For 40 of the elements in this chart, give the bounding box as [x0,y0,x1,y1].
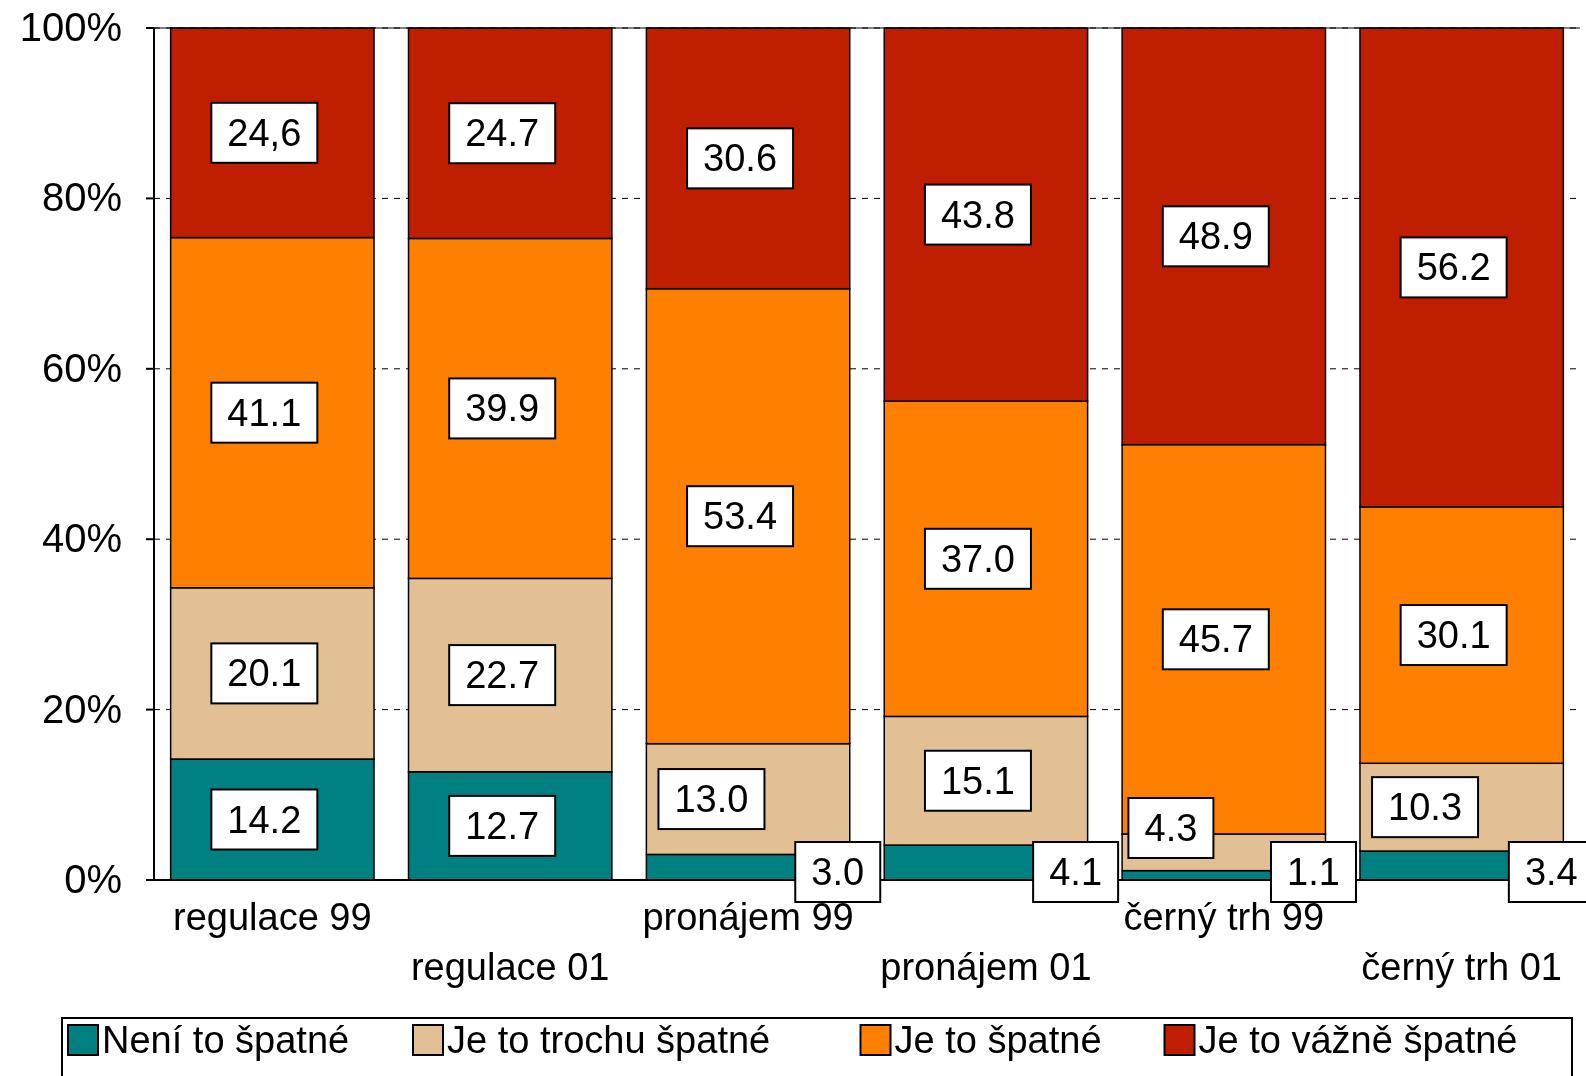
data-label: 22.7 [465,654,540,697]
data-label: 37.0 [940,537,1015,580]
data-label: 4.1 [1049,851,1103,893]
data-label: 15.1 [940,759,1015,802]
legend-label: Je to špatné [894,1019,1102,1061]
data-label: 20.1 [227,652,302,695]
data-label: 56.2 [1416,246,1491,289]
x-tick-label: pronájem 99 [642,896,854,938]
data-label: 12.7 [465,804,540,847]
y-tick-label: 100% [19,5,122,49]
data-label: 24,6 [227,111,302,154]
y-tick-label: 80% [41,175,122,220]
x-tick-label: pronájem 01 [880,946,1092,988]
data-label: 48.9 [1178,215,1253,258]
data-label: 1.1 [1287,851,1340,893]
legend-label: Není to špatné [102,1019,350,1061]
data-label: 3.4 [1524,851,1578,893]
x-tick-label: černý trh 99 [1123,896,1325,938]
y-tick-label: 60% [41,345,122,390]
data-label: 4.3 [1144,806,1198,849]
data-label: 45.7 [1178,618,1253,661]
data-label: 41.1 [227,391,302,434]
x-tick-label: regulace 99 [173,896,372,938]
y-tick-label: 20% [41,686,122,731]
y-tick-label: 0% [64,857,122,901]
x-tick-label: regulace 01 [410,946,610,988]
data-label: 30.6 [703,137,778,180]
y-tick-label: 40% [41,516,122,561]
data-label: 3.0 [811,851,865,893]
data-label: 13.0 [674,778,749,821]
legend-label: Je to vážně špatné [1198,1019,1518,1061]
data-label: 10.3 [1388,786,1463,829]
data-label: 30.1 [1416,614,1491,657]
data-label: 24.7 [465,112,540,155]
data-label: 53.4 [703,495,778,538]
data-label: 39.9 [465,387,540,430]
legend-label: Je to trochu špatné [447,1019,771,1061]
data-label: 43.8 [940,193,1015,236]
data-label: 14.2 [227,798,302,841]
x-tick-label: černý trh 01 [1361,946,1562,988]
